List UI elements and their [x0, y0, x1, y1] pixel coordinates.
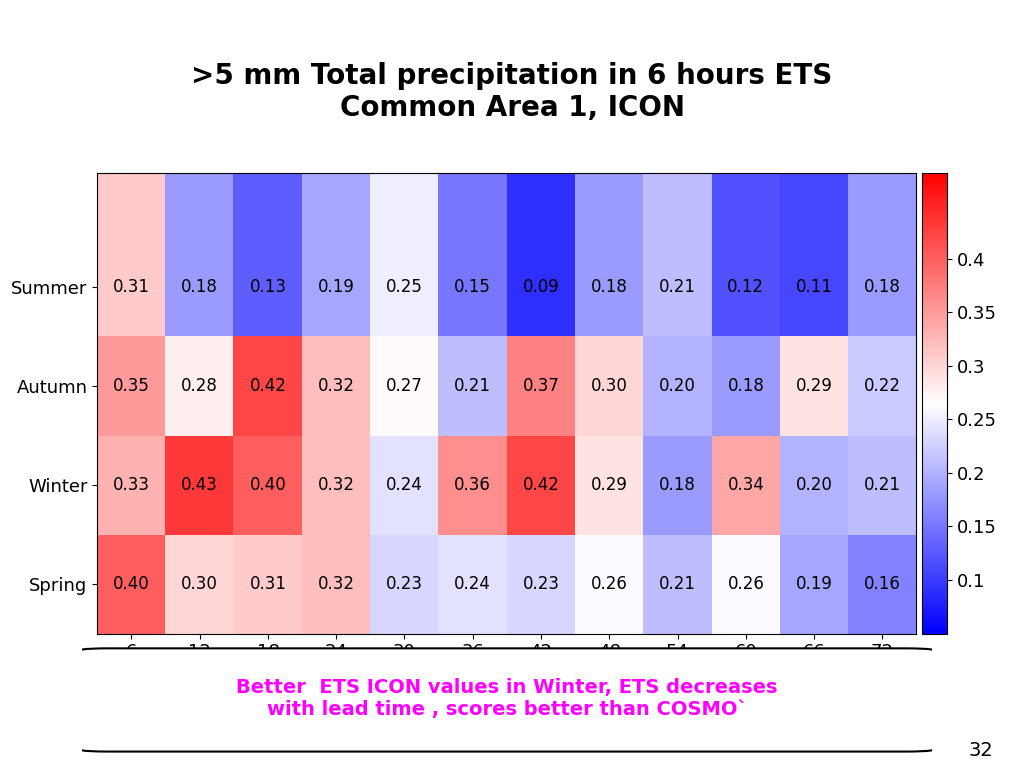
Text: 0.21: 0.21 — [455, 377, 492, 395]
Text: 0.28: 0.28 — [181, 377, 218, 395]
Text: 0.09: 0.09 — [522, 278, 559, 296]
Text: 0.21: 0.21 — [659, 278, 696, 296]
Text: 0.30: 0.30 — [591, 377, 628, 395]
Text: 0.42: 0.42 — [250, 377, 287, 395]
Text: 0.13: 0.13 — [250, 278, 287, 296]
Text: 0.35: 0.35 — [113, 377, 150, 395]
Text: 0.20: 0.20 — [796, 476, 833, 494]
Text: 0.18: 0.18 — [727, 377, 764, 395]
Text: Better  ETS ICON values in Winter, ETS decreases
with lead time , scores better : Better ETS ICON values in Winter, ETS de… — [237, 678, 777, 720]
Text: 0.32: 0.32 — [317, 575, 354, 593]
Text: 0.11: 0.11 — [796, 278, 833, 296]
Text: 0.18: 0.18 — [181, 278, 218, 296]
Text: 0.22: 0.22 — [864, 377, 901, 395]
Text: >5 mm Total precipitation in 6 hours ETS
Common Area 1, ICON: >5 mm Total precipitation in 6 hours ETS… — [191, 62, 833, 122]
Text: 0.32: 0.32 — [317, 377, 354, 395]
Text: 0.36: 0.36 — [455, 476, 492, 494]
Text: 0.40: 0.40 — [113, 575, 150, 593]
Text: 0.31: 0.31 — [250, 575, 287, 593]
Text: 0.18: 0.18 — [591, 278, 628, 296]
Text: 0.40: 0.40 — [250, 476, 287, 494]
Text: 0.16: 0.16 — [864, 575, 901, 593]
Text: 0.37: 0.37 — [522, 377, 559, 395]
Text: 0.30: 0.30 — [181, 575, 218, 593]
Text: 0.43: 0.43 — [181, 476, 218, 494]
Text: 32: 32 — [969, 741, 993, 760]
Text: 0.33: 0.33 — [113, 476, 150, 494]
Text: 0.23: 0.23 — [386, 575, 423, 593]
Text: 0.29: 0.29 — [591, 476, 628, 494]
Text: 0.19: 0.19 — [796, 575, 833, 593]
X-axis label: lead time: lead time — [464, 667, 550, 685]
Text: 0.26: 0.26 — [591, 575, 628, 593]
Text: 0.32: 0.32 — [317, 476, 354, 494]
Text: 0.12: 0.12 — [727, 278, 764, 296]
Text: 0.19: 0.19 — [317, 278, 354, 296]
Text: 0.26: 0.26 — [727, 575, 764, 593]
Text: 0.21: 0.21 — [864, 476, 901, 494]
Text: 0.42: 0.42 — [522, 476, 559, 494]
Text: 0.34: 0.34 — [727, 476, 764, 494]
Text: 0.25: 0.25 — [386, 278, 423, 296]
Text: 0.23: 0.23 — [522, 575, 559, 593]
FancyBboxPatch shape — [74, 648, 940, 752]
Text: 0.15: 0.15 — [455, 278, 492, 296]
Text: 0.20: 0.20 — [659, 377, 696, 395]
Text: 0.21: 0.21 — [659, 575, 696, 593]
Text: 0.27: 0.27 — [386, 377, 423, 395]
Text: 0.31: 0.31 — [113, 278, 150, 296]
Text: 0.29: 0.29 — [796, 377, 833, 395]
Text: 0.18: 0.18 — [864, 278, 901, 296]
Text: 0.24: 0.24 — [455, 575, 492, 593]
Text: 0.18: 0.18 — [659, 476, 696, 494]
Text: 0.24: 0.24 — [386, 476, 423, 494]
